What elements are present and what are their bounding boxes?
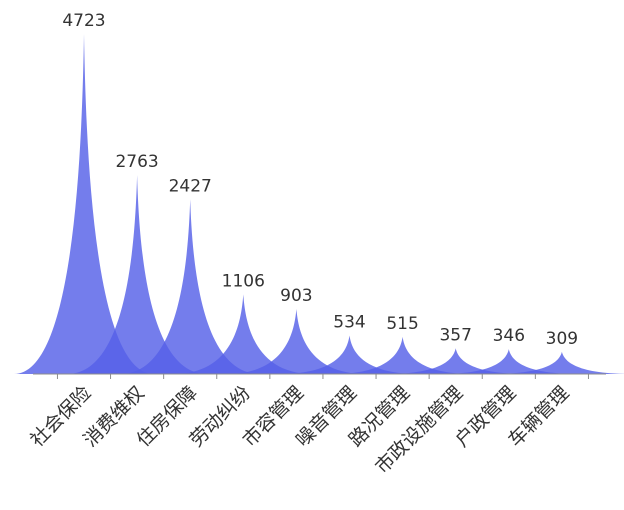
peak-bar-3: [120, 199, 261, 374]
value-label-10: 309: [546, 329, 578, 349]
value-label-5: 903: [280, 286, 312, 306]
value-label-9: 346: [493, 326, 525, 346]
peak-bar-7: [332, 336, 473, 374]
x-axis: [33, 373, 606, 379]
value-label-6: 534: [333, 313, 365, 333]
peak-bar-8: [385, 348, 526, 374]
peak-bar-9: [438, 349, 579, 374]
value-labels: 4723 2763 2427 1106 903 534 515 357 346 309: [62, 11, 578, 349]
peak-bar-10: [491, 351, 624, 374]
x-tick-labels: 社会保险消费维权住房保障劳动纠纷市容管理噪音管理路况管理市政设施管理户政管理车辆…: [26, 382, 573, 478]
peak-bar-1: [14, 34, 154, 374]
value-label-7: 515: [386, 314, 418, 334]
peak-bar-6: [279, 335, 420, 374]
value-label-8: 357: [439, 325, 471, 345]
value-label-1: 4723: [62, 11, 105, 31]
value-label-4: 1106: [222, 271, 265, 291]
peaks-layer: [14, 34, 624, 374]
peak-bar-4: [173, 294, 314, 374]
value-label-2: 2763: [115, 152, 158, 172]
peak-bar-2: [67, 175, 208, 374]
peak-bar-5: [226, 308, 367, 374]
value-label-3: 2427: [169, 176, 212, 196]
